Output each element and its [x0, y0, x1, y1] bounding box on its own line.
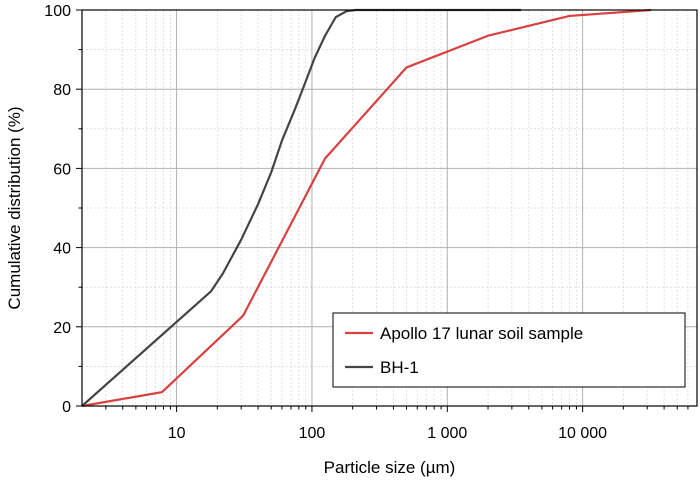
y-tick-label: 60 [53, 161, 71, 178]
y-tick-label: 100 [44, 3, 71, 20]
y-tick-label: 20 [53, 320, 71, 337]
x-axis-title: Particle size (µm) [324, 458, 456, 477]
y-axis-title: Cumulative distribution (%) [5, 106, 24, 309]
y-axis-ticks: 0 20 40 60 80 100 [44, 3, 82, 416]
y-tick-label: 0 [62, 399, 71, 416]
legend-label-bh1: BH-1 [380, 358, 419, 377]
series-layer [81, 8, 652, 408]
legend-box [332, 312, 686, 388]
legend: Apollo 17 lunar soil sample BH-1 [332, 312, 686, 388]
series-line-1 [81, 8, 521, 407]
y-tick-label: 40 [53, 241, 71, 258]
x-tick-label: 10 [168, 425, 186, 442]
y-tick-label: 80 [53, 82, 71, 99]
legend-label-apollo: Apollo 17 lunar soil sample [380, 324, 583, 343]
x-tick-label: 1 000 [427, 425, 467, 442]
x-tick-label: 100 [299, 425, 326, 442]
series-line-0 [81, 8, 652, 408]
x-axis-ticks: 10 100 1 000 10 000 [105, 406, 689, 442]
x-tick-label: 10 000 [558, 425, 607, 442]
